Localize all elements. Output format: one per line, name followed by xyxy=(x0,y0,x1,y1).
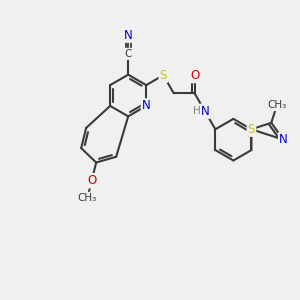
Text: N: N xyxy=(142,99,151,112)
Text: H: H xyxy=(193,106,201,116)
Text: O: O xyxy=(190,69,199,82)
Text: N: N xyxy=(124,29,133,42)
Text: N: N xyxy=(279,133,288,146)
Text: N: N xyxy=(201,105,209,118)
Text: O: O xyxy=(87,174,96,187)
Text: CH₃: CH₃ xyxy=(267,100,287,110)
Text: CH₃: CH₃ xyxy=(78,193,97,203)
Text: C: C xyxy=(124,49,132,59)
Text: S: S xyxy=(248,123,255,136)
Text: S: S xyxy=(160,69,167,82)
